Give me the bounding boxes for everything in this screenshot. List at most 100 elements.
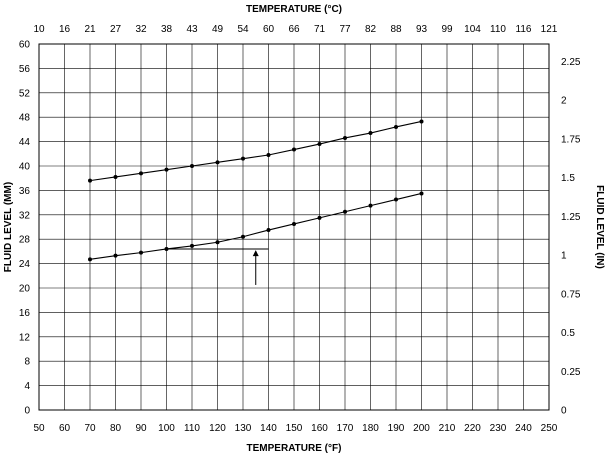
y-axis-right-tick-label: 1.75: [561, 134, 581, 145]
data-point: [419, 119, 424, 124]
y-axis-left-tick-label: 40: [19, 162, 31, 173]
x-axis-top-tick-label: 93: [416, 24, 428, 35]
x-axis-bottom-tick-label: 170: [337, 423, 354, 434]
x-axis-bottom-tick-label: 240: [515, 423, 532, 434]
x-axis-bottom-tick-label: 60: [59, 423, 71, 434]
annotation: [166, 248, 269, 285]
data-point: [113, 253, 118, 258]
data-series: [88, 119, 424, 262]
x-axis-bottom-title: TEMPERATURE (°F): [247, 443, 342, 454]
y-axis-right-tick-label: 0.5: [561, 328, 575, 339]
grid-lines: [38, 43, 550, 411]
series-line: [89, 120, 422, 182]
data-point: [292, 147, 296, 152]
y-axis-left-tick-label: 0: [24, 406, 30, 417]
x-axis-bottom-tick-label: 140: [260, 423, 277, 434]
y-axis-right-tick-label: 0.25: [561, 367, 581, 378]
series-2: [88, 191, 424, 262]
data-point: [394, 197, 398, 202]
x-axis-top-tick-label: 77: [339, 24, 351, 35]
y-axis-left-tick-label: 36: [19, 186, 31, 197]
y-axis-left-title: FLUID LEVEL (MM): [3, 182, 14, 272]
x-axis-bottom-tick-label: 100: [158, 423, 175, 434]
x-axis-top-tick-label: 16: [59, 24, 71, 35]
y-axis-left-tick-label: 8: [24, 357, 30, 368]
data-point: [215, 240, 220, 245]
x-axis-top-tick-label: 110: [490, 24, 506, 35]
x-axis-top-tick-label: 54: [237, 24, 249, 35]
tick-labels: 50 60 70 80 90 100 110 120 130 140 150 160 170 180 190…: [19, 24, 581, 434]
x-axis-top-tick-label: 60: [263, 24, 275, 35]
y-axis-left-tick-label: 44: [19, 137, 31, 148]
data-point: [139, 250, 143, 255]
data-point: [343, 209, 347, 214]
x-axis-top-tick-label: 104: [464, 24, 481, 35]
data-point: [190, 243, 194, 248]
data-point: [317, 142, 322, 147]
annotation-arrow-head: [252, 250, 259, 257]
x-axis-top-title: TEMPERATURE (°C): [246, 4, 342, 15]
x-axis-top-tick-label: 21: [84, 24, 96, 35]
data-point: [190, 164, 194, 168]
y-axis-left-tick-label: 32: [19, 210, 31, 221]
y-axis-left-tick-label: 16: [19, 308, 31, 319]
y-axis-right-tick-label: 2: [561, 96, 567, 107]
data-point: [343, 135, 347, 140]
y-axis-left-tick-label: 24: [19, 259, 31, 270]
data-point: [88, 257, 92, 262]
x-axis-top-tick-label: 10: [33, 24, 45, 35]
y-axis-right-title: FLUID LEVEL (IN): [594, 185, 605, 269]
data-point: [215, 160, 220, 165]
data-point: [266, 153, 271, 158]
x-axis-top-tick-label: 88: [390, 24, 402, 35]
y-axis-left-tick-label: 52: [19, 88, 31, 99]
data-point: [368, 131, 373, 136]
data-point: [317, 215, 322, 220]
y-axis-left-tick-label: 4: [24, 381, 30, 392]
data-point: [241, 234, 245, 239]
data-point: [394, 124, 398, 129]
y-axis-right-tick-label: 2.25: [561, 57, 581, 68]
x-axis-bottom-tick-label: 200: [413, 423, 430, 434]
x-axis-top-tick-label: 43: [186, 24, 198, 35]
data-point: [88, 178, 92, 183]
x-axis-bottom-tick-label: 180: [362, 423, 379, 434]
y-axis-right-tick-label: 0.75: [561, 289, 581, 300]
data-point: [139, 171, 143, 176]
data-point: [266, 228, 271, 233]
y-axis-right-tick-label: 1: [561, 251, 567, 262]
y-axis-left-tick-label: 48: [19, 113, 31, 124]
x-axis-bottom-tick-label: 70: [84, 423, 96, 434]
y-axis-right-tick-label: 1.5: [561, 173, 575, 184]
y-axis-left-tick-label: 28: [19, 235, 31, 246]
plot-area-frame: [38, 43, 550, 411]
x-axis-bottom-tick-label: 120: [209, 423, 226, 434]
y-axis-left-tick-label: 12: [19, 332, 31, 343]
x-axis-bottom-tick-label: 190: [388, 423, 405, 434]
x-axis-top-tick-label: 71: [314, 24, 326, 35]
x-axis-bottom-tick-label: 160: [311, 423, 328, 434]
x-axis-bottom-tick-label: 220: [464, 423, 481, 434]
x-axis-top-tick-label: 32: [135, 24, 147, 35]
data-point: [164, 167, 169, 172]
x-axis-bottom-tick-label: 250: [541, 423, 558, 434]
x-axis-top-tick-label: 38: [161, 24, 173, 35]
x-axis-bottom-tick-label: 230: [490, 423, 507, 434]
data-point: [241, 156, 245, 161]
y-axis-left-tick-label: 60: [19, 40, 31, 51]
data-point: [113, 174, 118, 179]
x-axis-top-tick-label: 49: [212, 24, 224, 35]
x-axis-bottom-tick-label: 110: [184, 423, 200, 434]
x-axis-bottom-tick-label: 130: [235, 423, 252, 434]
series-line: [89, 192, 422, 260]
y-axis-left-tick-label: 56: [19, 64, 31, 75]
x-axis-bottom-tick-label: 50: [33, 423, 45, 434]
x-axis-top-tick-label: 82: [365, 24, 377, 35]
x-axis-top-tick-label: 116: [516, 24, 532, 35]
series-1: [88, 119, 424, 183]
y-axis-right-tick-label: 0: [561, 406, 567, 417]
data-point: [368, 203, 373, 208]
x-axis-top-tick-label: 66: [288, 24, 300, 35]
data-point: [292, 221, 296, 226]
